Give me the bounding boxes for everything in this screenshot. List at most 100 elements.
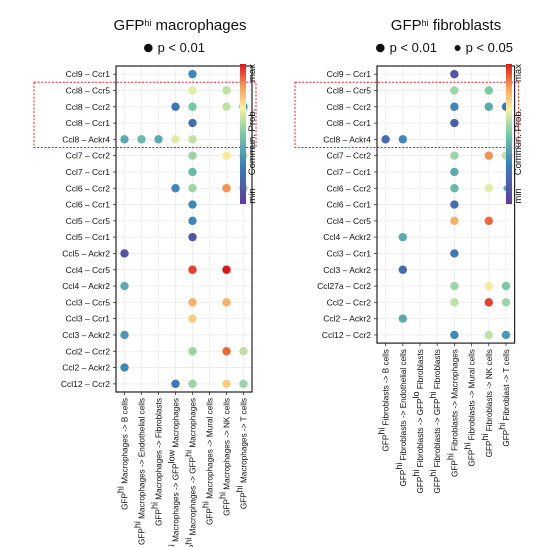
text-span: GFP	[223, 498, 232, 515]
text-span: hi	[150, 502, 160, 509]
text-span: Macrophages	[172, 398, 181, 450]
x-tick-label: GFPhi Fibroblasts -> GFPhi Fibroblasts	[428, 349, 442, 493]
data-point	[450, 167, 459, 177]
text-span: Macrophages -> Endothelial cells	[138, 398, 147, 521]
data-point	[188, 86, 197, 95]
text-span: hi	[445, 453, 455, 460]
y-tick-label: Ccl2 – Ccr2	[327, 297, 372, 307]
y-tick-label: Ccl7 – Ccr2	[327, 151, 372, 161]
legend-label: p < 0.05	[466, 40, 513, 55]
legend-label: p < 0.01	[158, 40, 205, 55]
chart-title: GFPhi macrophages	[114, 17, 247, 34]
colorbar-min-label: min	[247, 188, 258, 203]
data-point	[450, 118, 459, 128]
y-tick-label: Ccl9 – Ccr1	[327, 69, 372, 79]
text-span: GFP	[485, 440, 494, 457]
text-span: hi	[235, 485, 245, 492]
text-span: macrophages	[151, 17, 246, 34]
data-point	[120, 330, 129, 340]
text-span: Fibroblasts -> Endothelial cells	[399, 349, 408, 463]
data-point	[222, 379, 231, 389]
colorbar-title: Commun. Prob.	[513, 109, 524, 176]
text-span: Macrophages	[189, 398, 198, 450]
text-span: Fibroblasts	[433, 349, 442, 391]
y-tick-label: Ccl8 – Ackr4	[323, 134, 371, 144]
colorbar-max-label: max	[513, 64, 524, 82]
y-tick-label: Ccl4 – Ackr2	[323, 232, 371, 242]
data-point	[188, 118, 197, 128]
data-point	[450, 86, 459, 95]
text-span: Macrophages -> GFP	[172, 463, 181, 544]
data-point	[188, 347, 197, 356]
y-tick-label: Ccl8 – Ccr2	[66, 102, 111, 112]
text-span: Fibroblasts	[416, 349, 425, 391]
text-span: hi	[167, 544, 177, 547]
text-span: hi	[480, 434, 490, 441]
y-tick-label: Ccl6 – Ccr2	[327, 183, 372, 193]
text-span: GFP	[206, 508, 215, 525]
y-tick-label: Ccl4 – Ccr5	[66, 265, 111, 275]
data-point	[171, 102, 180, 111]
y-tick-label: Ccl7 – Ccr1	[66, 167, 111, 177]
plot-frame	[115, 65, 253, 393]
x-tick-label: GFPhi Macrophages -> T cells	[235, 398, 249, 509]
y-tick-label: Ccl3 – Ccr1	[327, 248, 372, 258]
data-point	[484, 102, 493, 111]
x-tick-label: GFPhi Fibroblasts -> Mural cells	[463, 349, 477, 466]
text-span: hi	[184, 538, 194, 545]
y-tick-label: Ccl5 – Ccr1	[66, 232, 111, 242]
text-span: hi	[201, 501, 211, 508]
data-point	[222, 151, 231, 160]
x-tick-label: GFPhi Fibroblasts -> Endothelial cells	[394, 349, 408, 486]
x-tick-label: GFPhi Macrophages -> Fibroblasts	[150, 398, 164, 526]
data-point	[450, 102, 459, 111]
data-point	[450, 249, 459, 258]
data-point	[484, 184, 493, 193]
data-point	[188, 379, 197, 389]
y-tick-label: Ccl3 – Ackr2	[323, 265, 371, 275]
text-span: hi	[394, 463, 404, 470]
legend-marker-large	[376, 43, 385, 53]
data-point	[188, 69, 197, 79]
text-span: hi	[411, 470, 421, 477]
y-tick-label: Ccl2 – Ccr2	[66, 346, 111, 356]
data-point	[171, 135, 180, 144]
data-point	[188, 200, 197, 209]
data-point	[188, 216, 197, 226]
text-span: hi	[422, 18, 429, 28]
data-point	[484, 281, 493, 291]
y-tick-label: Ccl8 – Ccr2	[327, 102, 372, 112]
data-point	[222, 265, 231, 274]
text-span: Macrophages -> GFP	[189, 456, 198, 537]
x-tick-label: GFPhi Macrophages -> GFPlow Macrophages	[167, 398, 181, 547]
text-span: Fibroblasts -> Mural cells	[468, 349, 477, 443]
highlight-box	[33, 81, 257, 148]
data-point	[171, 184, 180, 193]
text-span: GFP	[240, 492, 249, 509]
data-point	[501, 298, 511, 307]
data-point	[188, 314, 197, 323]
data-point	[154, 135, 163, 144]
y-tick-label: Ccl3 – Ackr2	[62, 330, 110, 340]
data-point	[450, 184, 459, 193]
text-span: GFP	[416, 476, 425, 493]
y-tick-label: Ccl9 – Ccr1	[66, 69, 111, 79]
y-tick-label: Ccl12 – Ccr2	[322, 330, 371, 340]
text-span: low	[167, 449, 177, 463]
x-tick-label: GFPhi Macrophages -> B cells	[116, 398, 130, 510]
legend-label: p < 0.01	[390, 40, 437, 55]
text-span: lo	[411, 391, 421, 398]
data-point	[484, 151, 493, 160]
data-point	[239, 379, 248, 389]
data-point	[450, 200, 459, 209]
data-point	[484, 86, 493, 95]
colorbar-max-label: max	[247, 64, 258, 82]
y-tick-label: Ccl7 – Ccr1	[327, 167, 372, 177]
data-point	[398, 314, 407, 323]
text-span: GFP	[399, 469, 408, 486]
text-span: GFP	[391, 17, 422, 34]
data-point	[222, 184, 231, 193]
text-span: Fibroblasts -> B cells	[382, 349, 391, 428]
